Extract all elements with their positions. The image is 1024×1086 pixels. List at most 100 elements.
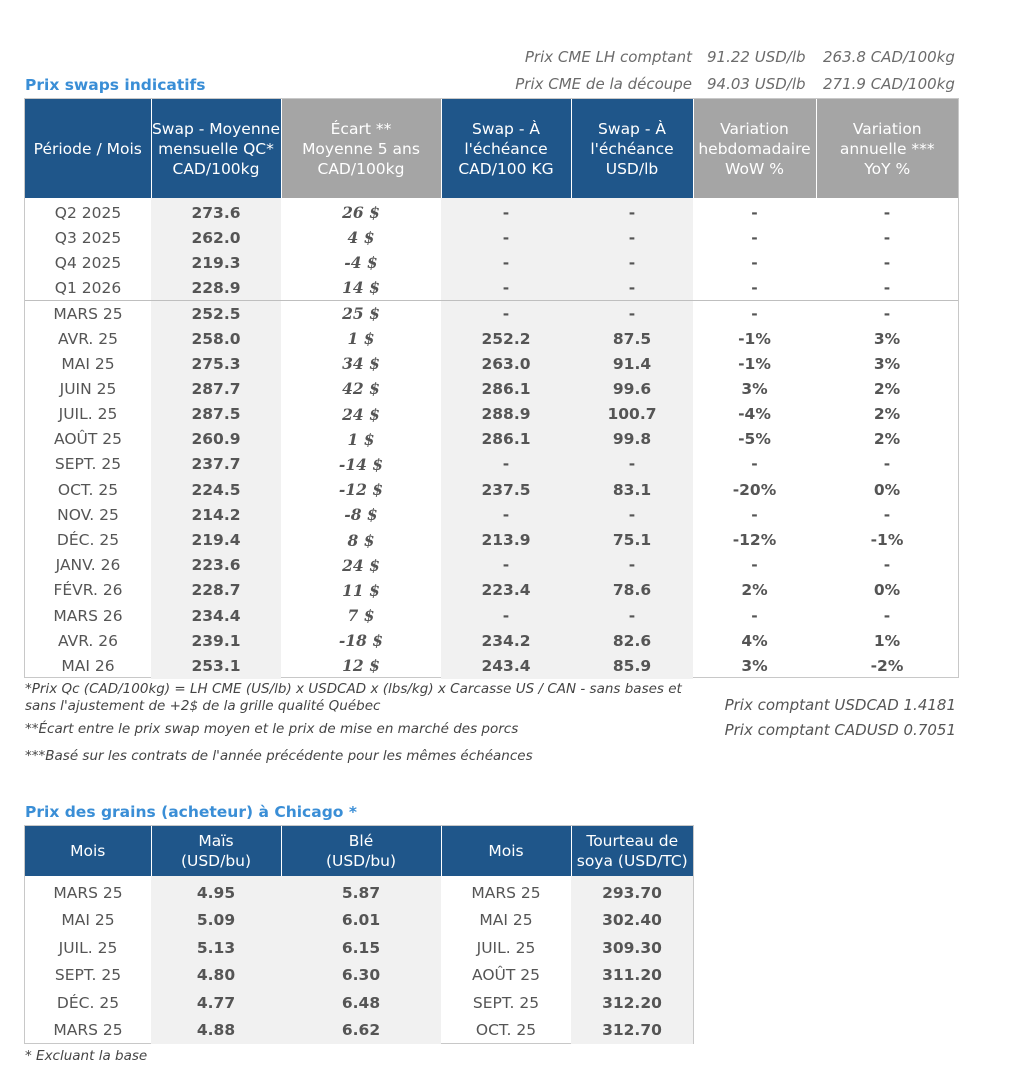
header-line: Blé	[348, 832, 374, 850]
grains-footnote: * Excluant la base	[25, 1048, 148, 1064]
swaps-footnote-1: *Prix Qc (CAD/100kg) = LH CME (US/lb) x …	[25, 681, 682, 697]
spacer-cell	[25, 876, 151, 879]
grains-head-col-1: Maïs (USD/bu)	[151, 826, 282, 876]
yoy-cell: -	[883, 278, 891, 297]
wow-cell: 3%	[741, 379, 768, 398]
yoy-cell: -	[883, 203, 891, 222]
wow-cell: 3%	[741, 656, 768, 675]
header-line: Période / Mois	[33, 139, 142, 158]
cme-cutout-label: Prix CME de la découpe	[515, 75, 692, 93]
soymeal-cell: 302.40	[571, 906, 693, 934]
grain-month-cell: JUIL. 25	[58, 938, 118, 957]
spacer-cell	[693, 198, 816, 200]
swap-usd-cell: 99.6	[571, 376, 693, 402]
grain-month-cell: MARS 25	[53, 1021, 123, 1040]
yoy-cell: 0%	[873, 480, 901, 499]
meal-month-cell: OCT. 25	[475, 1021, 537, 1040]
yoy-cell: 0%	[873, 581, 901, 600]
wow-cell: -12%	[732, 531, 777, 550]
swap-avg-cell: 219.3	[151, 250, 281, 276]
spacer-cell	[25, 198, 151, 200]
swap-avg-cell: 258.0	[151, 325, 281, 352]
spacer-cell	[281, 198, 441, 200]
header-line: Écart **	[330, 119, 392, 138]
swap-cad-cell: -	[441, 451, 571, 478]
swap-usd-cell: -	[571, 451, 693, 478]
header-line: Swap - À	[598, 119, 666, 138]
header-line: USD/lb	[605, 159, 659, 178]
swaps-row: AOÛT 25 260.9 1 $ 286.1 99.8 -5% 2%	[25, 426, 958, 452]
ecart-cell: 8 $	[347, 530, 375, 550]
swaps-row: Q4 2025 219.3 -4 $ - - - -	[25, 250, 958, 276]
corn-cell: 5.13	[151, 934, 281, 962]
swap-cad-cell: -	[441, 502, 571, 528]
header-line: WoW %	[725, 159, 784, 178]
swaps-months-body: MARS 25 252.5 25 $ - - - - AVR. 25 258.0 1 $252.2…	[25, 300, 958, 679]
swap-avg-cell: 234.4	[151, 603, 281, 629]
grains-row: SEPT. 25 4.80 6.30 AOÛT 25 311.20	[25, 961, 693, 989]
header-line: Variation	[852, 119, 922, 138]
swaps-row: NOV. 25 214.2 -8 $ - - - -	[25, 502, 958, 528]
swap-cad-cell: 243.4	[441, 653, 571, 679]
ecart-cell: -14 $	[338, 454, 384, 474]
grains-row: MARS 25 4.95 5.87 MARS 25 293.70	[25, 879, 693, 907]
yoy-cell: 2%	[873, 405, 901, 424]
swaps-header-row: Période / Mois Swap - Moyenne mensuelle QC…	[25, 99, 958, 198]
swap-usd-cell: -	[571, 250, 693, 276]
period-cell: Q1 2026	[54, 278, 122, 297]
swap-avg-cell: 237.7	[151, 451, 281, 478]
swaps-row: DÉC. 25 219.4 8 $ 213.9 75.1 -12% -1%	[25, 527, 958, 553]
swap-avg-cell: 273.6	[151, 200, 281, 226]
meal-month-cell: JUIL. 25	[476, 938, 536, 957]
swaps-footnote-2: **Écart entre le prix swap moyen et le p…	[25, 721, 519, 737]
swap-usd-cell: 82.6	[571, 628, 693, 654]
swap-cad-cell: 234.2	[441, 628, 571, 654]
wheat-cell: 6.15	[281, 934, 441, 962]
period-cell: AVR. 25	[57, 329, 118, 348]
header-line: hebdomadaire	[698, 139, 811, 158]
swap-usd-cell: -	[571, 552, 693, 578]
header-line: Moyenne 5 ans	[302, 139, 420, 158]
swap-cad-cell: -	[441, 552, 571, 578]
swaps-row: OCT. 25 224.5 -12 $ 237.5 83.1 -20% 0%	[25, 477, 958, 503]
yoy-cell: -2%	[870, 656, 904, 675]
yoy-cell: -1%	[870, 531, 904, 550]
grains-title: Prix des grains (acheteur) à Chicago *	[25, 803, 357, 821]
wow-cell: 2%	[741, 581, 768, 600]
swaps-row: MARS 26 234.4 7 $ - - - -	[25, 603, 958, 629]
swaps-row: JANV. 26 223.6 24 $ - - - -	[25, 552, 958, 578]
wow-cell: -1%	[738, 329, 771, 348]
period-cell: JANV. 26	[55, 556, 121, 575]
grains-head-col-3: Mois	[441, 826, 572, 876]
swap-usd-cell: -	[571, 502, 693, 528]
grains-table: Mois Maïs (USD/bu) Blé (USD/bu) Mois Tourteau …	[25, 826, 693, 1044]
ecart-cell: 1 $	[347, 429, 375, 449]
swaps-title: Prix swaps indicatifs	[25, 76, 206, 94]
cme-cutout-line: Prix CME de la découpe 94.03 USD/lb 271.…	[0, 75, 955, 95]
spacer-row	[25, 876, 693, 879]
ecart-cell: 11 $	[342, 580, 380, 600]
swap-cad-cell: -	[441, 300, 571, 326]
grains-head-col-4: Tourteau de soya (USD/TC)	[571, 826, 693, 876]
swap-cad-cell: -	[441, 250, 571, 276]
wheat-cell: 6.01	[281, 906, 441, 934]
header-line: YoY %	[864, 159, 911, 178]
swap-cad-cell: -	[441, 200, 571, 226]
wow-cell: -	[751, 253, 758, 272]
swap-cad-cell: 237.5	[441, 477, 571, 503]
ecart-cell: 7 $	[347, 606, 375, 626]
cme-lh-spot-cad: 263.8 CAD/100kg	[823, 48, 955, 66]
yoy-cell: -	[883, 505, 891, 524]
swap-cad-cell: 286.1	[441, 376, 571, 402]
swaps-row: JUIL. 25 287.5 24 $ 288.9 100.7 -4% 2%	[25, 401, 958, 427]
period-cell: AVR. 26	[57, 631, 118, 650]
usdcad-spot: Prix comptant USDCAD 1.4181	[724, 696, 956, 714]
ecart-cell: -4 $	[344, 253, 378, 273]
swap-usd-cell: -	[571, 225, 693, 251]
wow-cell: -5%	[738, 430, 771, 449]
header-line: annuelle ***	[839, 139, 935, 158]
swap-usd-cell: -	[571, 200, 693, 226]
corn-cell: 4.95	[151, 879, 281, 907]
header-line: Swap - À	[472, 119, 540, 138]
